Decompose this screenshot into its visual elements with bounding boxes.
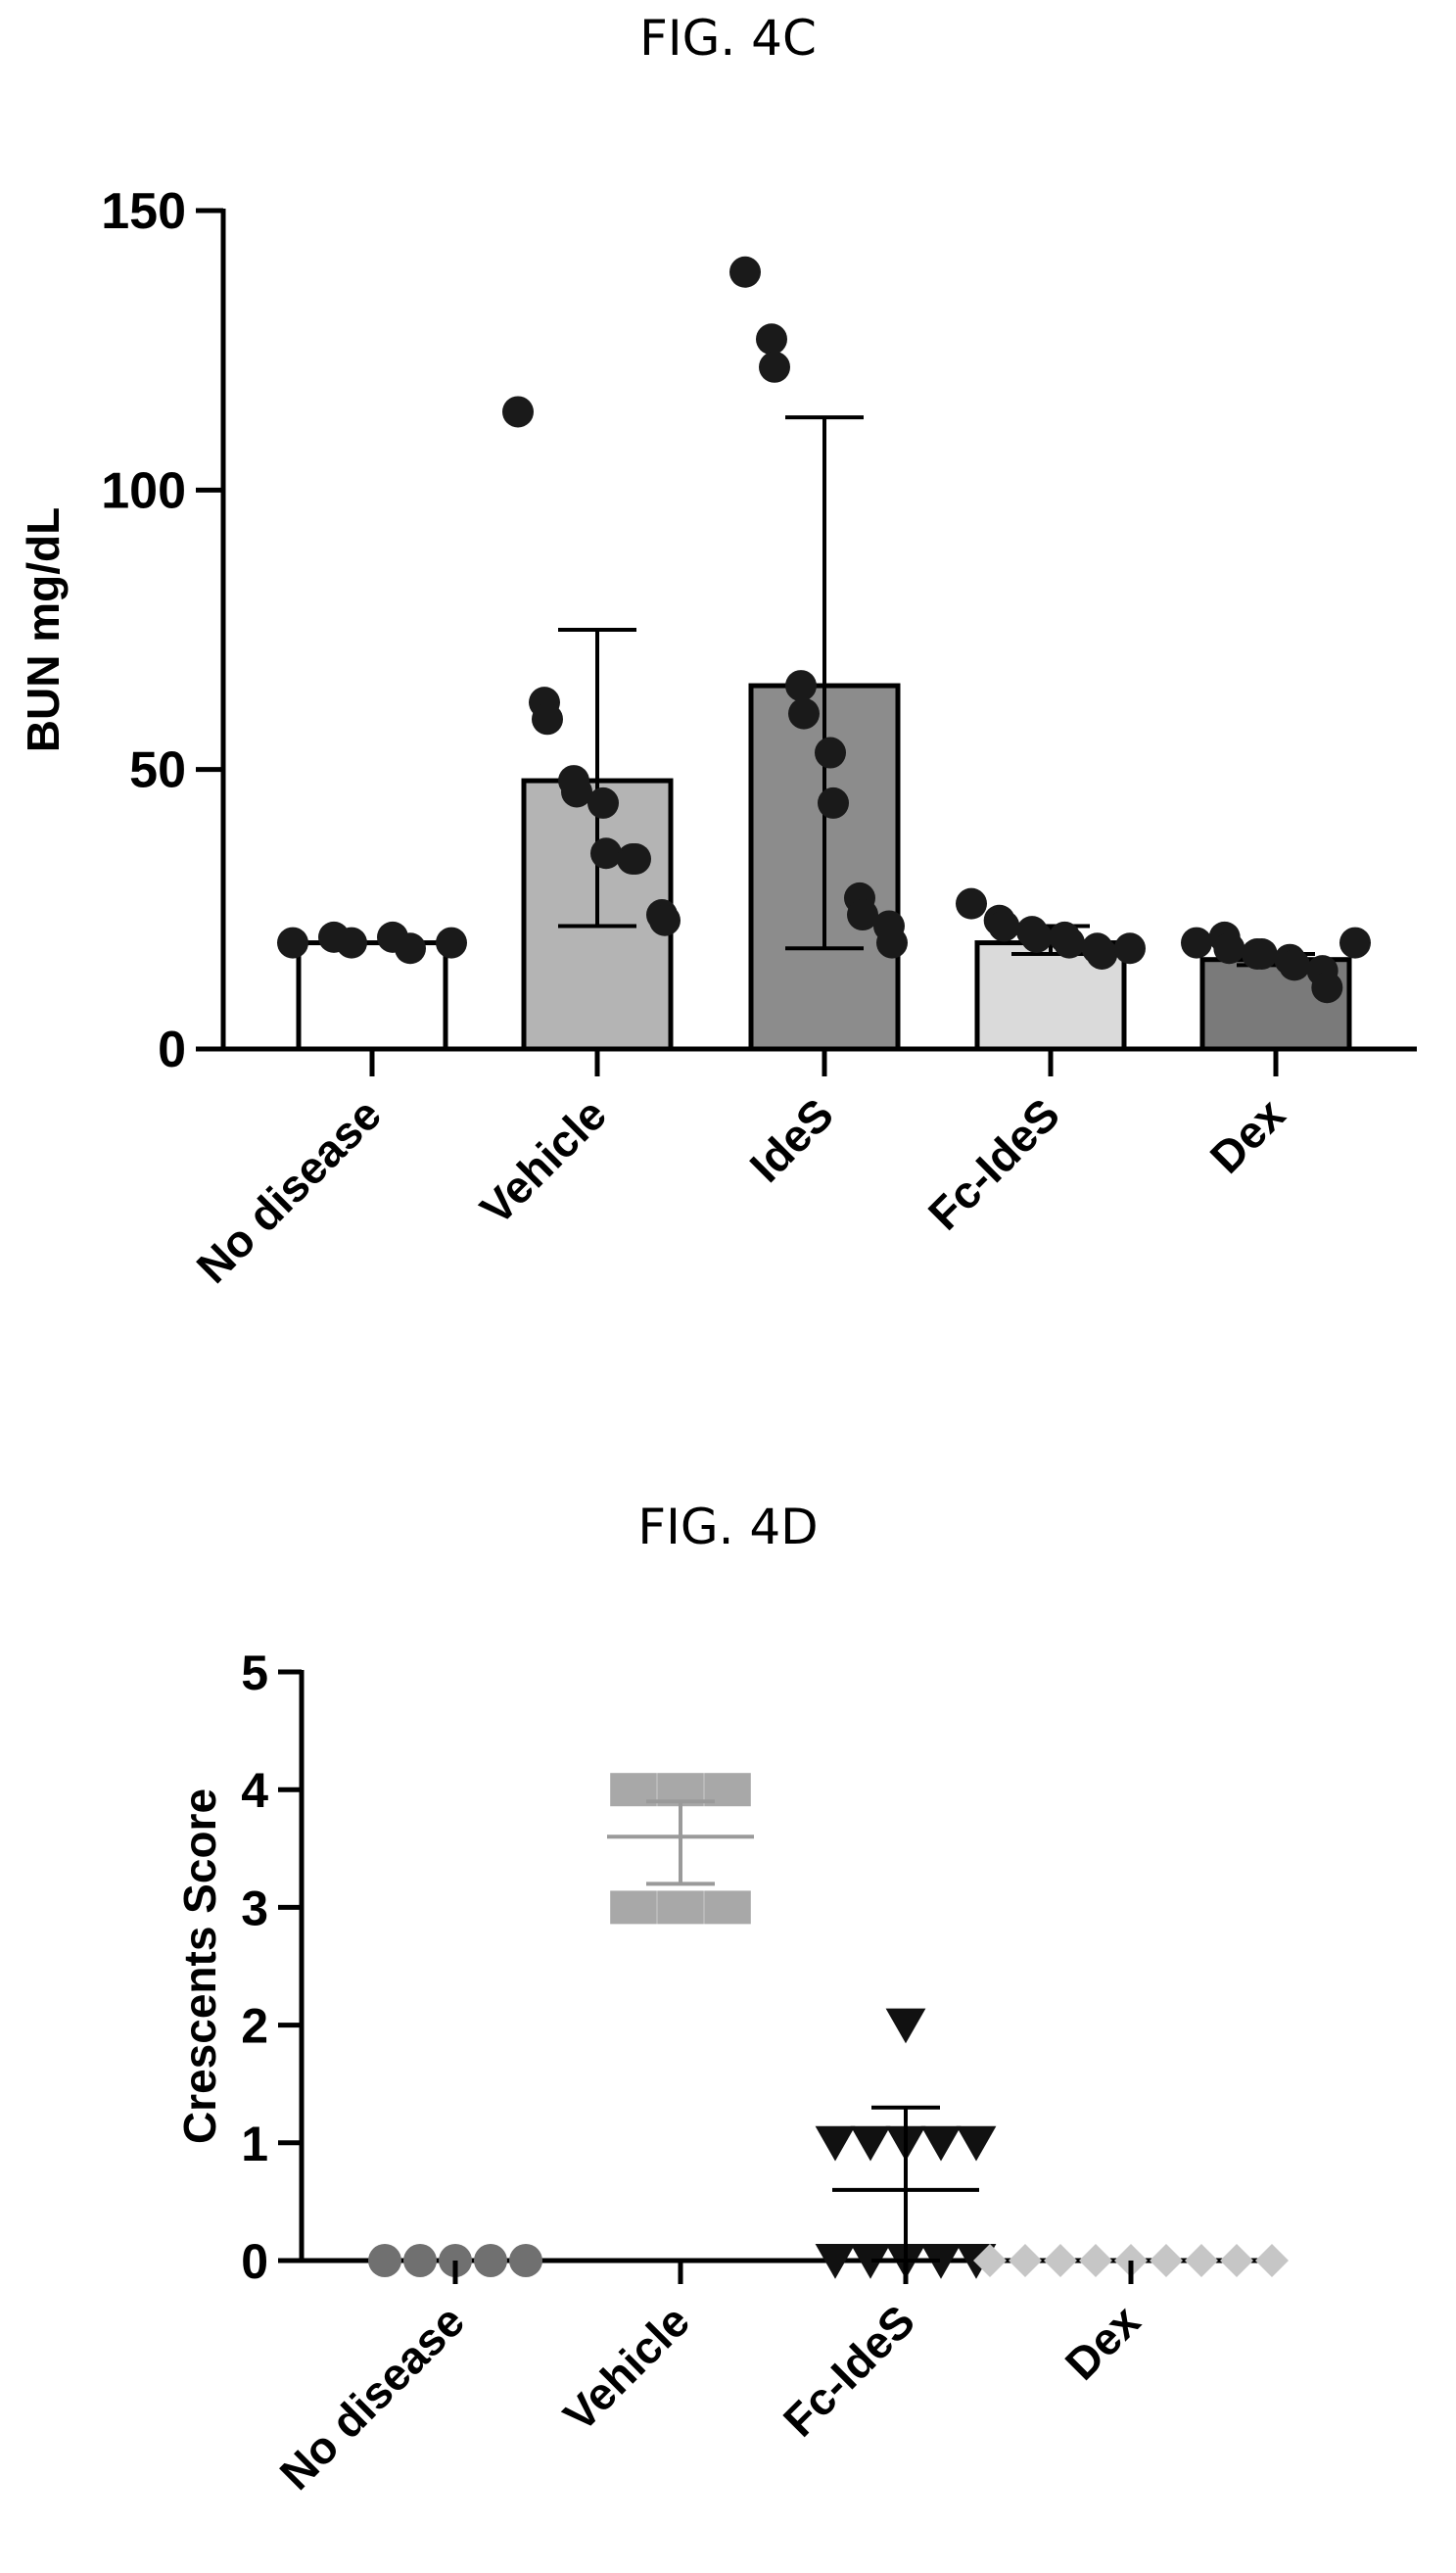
data-point-square — [610, 1890, 657, 1925]
data-point-triangle — [815, 2125, 856, 2162]
x-tick-label: Dex — [1056, 2295, 1151, 2390]
data-point-diamond — [973, 2244, 1007, 2277]
data-point — [1279, 949, 1310, 981]
data-point — [818, 786, 849, 819]
data-point — [1054, 927, 1085, 959]
y-axis-label: BUN mg/dL — [18, 507, 69, 752]
data-point-triangle — [956, 2125, 997, 2162]
data-point-diamond — [1079, 2244, 1112, 2277]
data-point — [1086, 937, 1118, 970]
data-point-circle — [474, 2244, 507, 2277]
data-point — [502, 396, 534, 428]
y-tick-label: 0 — [158, 1022, 186, 1078]
data-point — [395, 932, 426, 965]
bar — [296, 940, 448, 1052]
data-point — [590, 837, 622, 870]
x-tick-label: Vehicle — [553, 2295, 699, 2441]
data-point-triangle — [850, 2244, 891, 2279]
data-point — [587, 786, 619, 819]
x-tick-label: Fc-IdeS — [774, 2295, 924, 2446]
data-point-diamond — [1044, 2244, 1077, 2277]
data-point-circle — [403, 2244, 437, 2277]
data-point — [1020, 921, 1053, 953]
data-point — [561, 776, 592, 808]
y-tick-label: 100 — [101, 462, 186, 519]
y-tick-label: 50 — [129, 742, 186, 799]
y-tick-label: 4 — [241, 1763, 268, 1818]
data-point-circle — [368, 2244, 401, 2277]
y-tick-label: 1 — [241, 2117, 268, 2171]
data-point-square — [657, 1890, 704, 1925]
data-point — [620, 842, 651, 875]
data-point-triangle — [920, 2244, 962, 2279]
data-point-diamond — [1150, 2244, 1183, 2277]
data-point-square — [704, 1890, 751, 1925]
data-point — [1339, 927, 1371, 959]
figure-title-4c: FIG. 4C — [639, 10, 817, 67]
figure-title-4d: FIG. 4D — [637, 1499, 819, 1555]
data-point — [988, 910, 1020, 942]
data-point — [336, 927, 367, 959]
data-point — [815, 737, 846, 769]
data-point — [1114, 932, 1146, 965]
y-tick-label: 3 — [241, 1881, 268, 1935]
data-point — [876, 927, 908, 959]
x-tick-label: No disease — [270, 2295, 475, 2500]
y-tick-label: 5 — [241, 1645, 268, 1700]
data-point-circle — [509, 2244, 542, 2277]
data-point-triangle — [885, 2008, 926, 2044]
data-point — [277, 927, 308, 959]
data-point — [1245, 937, 1278, 970]
data-point — [436, 927, 467, 959]
data-point-triangle — [815, 2244, 856, 2279]
data-point — [1181, 927, 1212, 959]
data-point — [756, 323, 787, 356]
data-point-diamond — [1220, 2244, 1253, 2277]
data-point — [1311, 972, 1343, 1004]
data-point-diamond — [1255, 2244, 1289, 2277]
data-point — [532, 703, 563, 736]
data-point-triangle — [850, 2125, 891, 2162]
data-point — [1213, 932, 1245, 965]
data-point — [649, 904, 681, 936]
data-point — [847, 899, 878, 931]
data-point — [956, 887, 987, 920]
data-point — [788, 697, 820, 730]
y-tick-label: 0 — [241, 2234, 268, 2289]
data-point-diamond — [1185, 2244, 1218, 2277]
data-point-diamond — [1009, 2244, 1042, 2277]
data-point — [759, 351, 790, 383]
y-axis-label: Crescents Score — [174, 1788, 225, 2144]
y-tick-label: 2 — [241, 1999, 268, 2054]
y-tick-label: 150 — [101, 183, 186, 240]
data-point-triangle — [920, 2125, 962, 2162]
data-point — [729, 256, 761, 288]
data-point — [785, 670, 817, 702]
